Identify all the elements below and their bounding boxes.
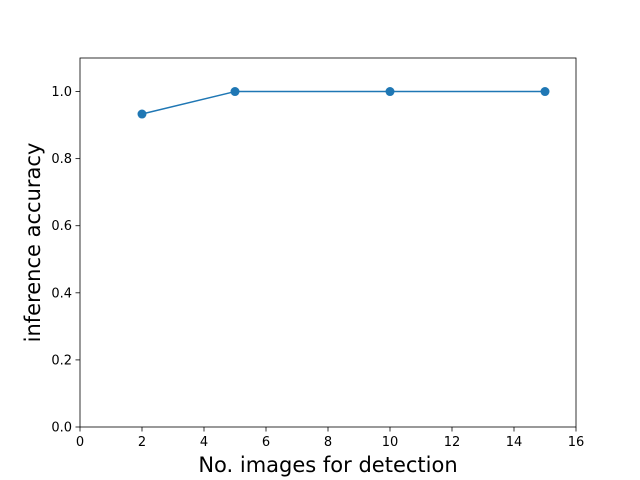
data-point	[540, 87, 550, 97]
y-tick-label: 0.2	[51, 353, 72, 368]
x-axis-ticks: 0 2 4 6 8 10 12 14 16	[76, 427, 584, 450]
x-tick-label: 14	[506, 435, 523, 450]
y-tick-label: 0.8	[51, 152, 72, 167]
plot-area	[80, 58, 576, 427]
y-tick-label: 1.0	[51, 85, 72, 100]
data-point	[137, 109, 147, 119]
x-tick-label: 10	[382, 435, 399, 450]
data-layer	[137, 87, 550, 119]
x-tick-label: 8	[324, 435, 332, 450]
x-tick-label: 16	[568, 435, 585, 450]
x-axis-label: No. images for detection	[198, 453, 457, 477]
series-line-0	[141, 90, 546, 115]
y-axis-label: inference accuracy	[21, 143, 45, 343]
y-axis-ticks: 0.0 0.2 0.4 0.6 0.8 1.0	[51, 85, 80, 436]
data-point	[385, 87, 395, 97]
x-tick-label: 4	[200, 435, 208, 450]
y-tick-label: 0.4	[51, 286, 72, 301]
x-tick-label: 6	[262, 435, 270, 450]
y-tick-label: 0.6	[51, 219, 72, 234]
x-tick-label: 12	[444, 435, 461, 450]
y-tick-label: 0.0	[51, 421, 72, 436]
x-tick-label: 2	[138, 435, 146, 450]
data-point	[230, 87, 240, 97]
plot-frame	[79, 57, 577, 428]
x-tick-label: 0	[76, 435, 84, 450]
